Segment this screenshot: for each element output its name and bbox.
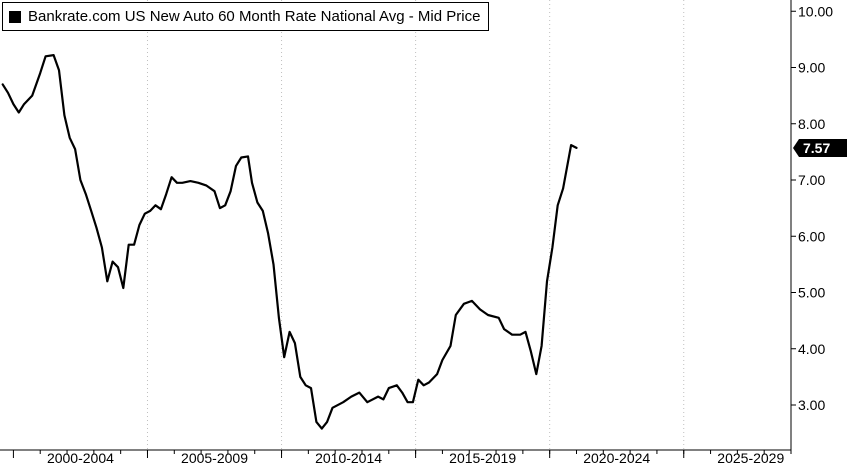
y-tick-label: 7.00	[798, 172, 825, 188]
y-tick-label: 6.00	[798, 228, 825, 244]
y-tick-label: 3.00	[798, 397, 825, 413]
series-line-auto-rate	[1, 54, 578, 430]
x-tick-label: 2020-2024	[583, 450, 650, 466]
y-tick-label: 8.00	[798, 116, 825, 132]
grid-lines	[146, 0, 685, 450]
last-value-marker: 7.57	[793, 138, 847, 157]
y-tick-label: 4.00	[798, 341, 825, 357]
x-tick-label: 2010-2014	[315, 450, 382, 466]
last-value-label: 7.57	[803, 140, 830, 156]
legend: Bankrate.com US New Auto 60 Month Rate N…	[2, 2, 490, 31]
last-value-badge	[793, 138, 847, 157]
y-tick-label: 5.00	[798, 285, 825, 301]
x-tick-label: 2000-2004	[47, 450, 114, 466]
y-tick-label: 10.00	[798, 3, 833, 19]
legend-swatch	[9, 10, 21, 23]
x-tick-label: 2005-2009	[181, 450, 248, 466]
y-axis-ticks: 3.00 4.00 5.00 6.00 7.00 8.00 9.00 10.00	[791, 3, 833, 413]
y-tick-label: 9.00	[798, 60, 825, 76]
legend-label: Bankrate.com US New Auto 60 Month Rate N…	[28, 8, 481, 25]
x-tick-label: 2015-2019	[449, 450, 516, 466]
x-tick-label: 2025-2029	[717, 450, 784, 466]
x-axis-ticks: 2000-2004 2005-2009 2010-2014 2015-2019 2020…	[12, 450, 792, 466]
